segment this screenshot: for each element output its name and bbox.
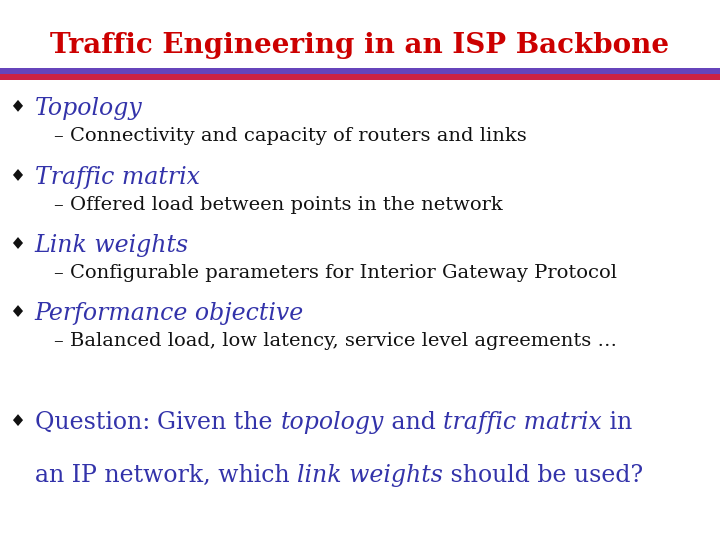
Polygon shape <box>13 414 23 426</box>
Bar <box>0 68 720 74</box>
Text: traffic matrix: traffic matrix <box>443 411 602 434</box>
Text: Performance objective: Performance objective <box>35 302 304 325</box>
Text: – Configurable parameters for Interior Gateway Protocol: – Configurable parameters for Interior G… <box>54 264 617 282</box>
Polygon shape <box>13 305 23 317</box>
Polygon shape <box>13 169 23 181</box>
Text: Traffic matrix: Traffic matrix <box>35 166 199 188</box>
Text: an IP network, which: an IP network, which <box>35 464 297 487</box>
Text: – Balanced load, low latency, service level agreements …: – Balanced load, low latency, service le… <box>54 332 617 350</box>
Text: and: and <box>384 411 443 434</box>
Polygon shape <box>13 237 23 249</box>
Text: topology: topology <box>280 411 384 434</box>
Text: link weights: link weights <box>297 464 443 487</box>
Text: Link weights: Link weights <box>35 234 189 256</box>
Text: Topology: Topology <box>35 97 143 119</box>
Bar <box>0 74 720 80</box>
Text: Question:: Question: <box>35 411 157 434</box>
Polygon shape <box>13 100 23 112</box>
Text: in: in <box>602 411 632 434</box>
Text: – Connectivity and capacity of routers and links: – Connectivity and capacity of routers a… <box>54 127 527 145</box>
Text: Given the: Given the <box>157 411 280 434</box>
Text: should be used?: should be used? <box>443 464 643 487</box>
Text: Traffic Engineering in an ISP Backbone: Traffic Engineering in an ISP Backbone <box>50 32 670 59</box>
Text: – Offered load between points in the network: – Offered load between points in the net… <box>54 196 503 214</box>
